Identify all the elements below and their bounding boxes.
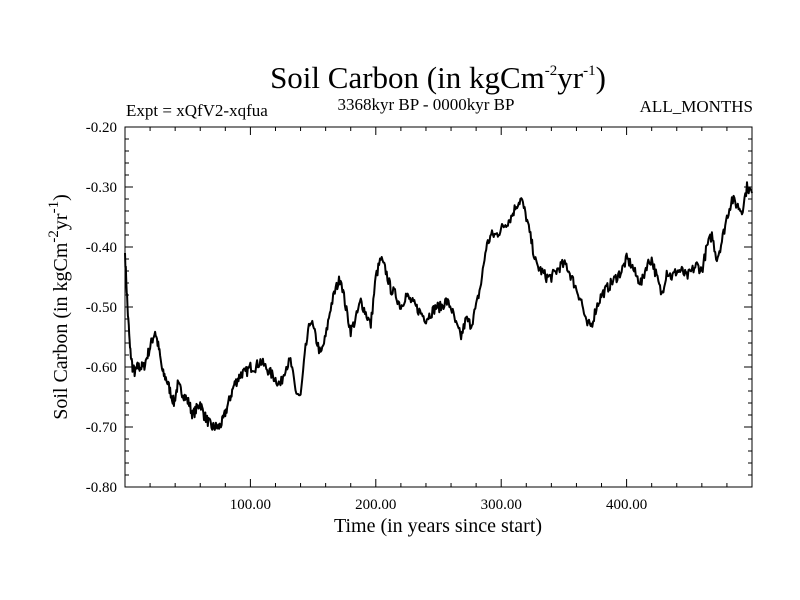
- y-tick-label: -0.70: [86, 420, 117, 436]
- time-range-label: 3368kyr BP - 0000kyr BP: [338, 95, 515, 114]
- y-tick-label: -0.30: [86, 180, 117, 196]
- y-tick-label: -0.20: [86, 120, 117, 136]
- y-tick-label: -0.50: [86, 300, 117, 316]
- series-line-soil-carbon: [124, 181, 753, 431]
- chart-title: Soil Carbon (in kgCm-2yr-1): [270, 60, 606, 95]
- x-axis: 100.00 200.00 300.00 400.00: [124, 127, 753, 513]
- months-label: ALL_MONTHS: [640, 97, 753, 116]
- y-tick-label: -0.80: [86, 480, 117, 496]
- x-tick-label: 300.00: [481, 497, 522, 513]
- x-tick-label: 100.00: [230, 497, 271, 513]
- x-tick-label: 400.00: [606, 497, 647, 513]
- y-axis-label: Soil Carbon (in kgCm-2yr-1): [46, 194, 72, 420]
- y-tick-label: -0.40: [86, 240, 117, 256]
- x-tick-label: 200.00: [355, 497, 396, 513]
- experiment-label: Expt = xQfV2-xqfua: [126, 101, 268, 120]
- x-axis-label: Time (in years since start): [334, 515, 542, 537]
- y-axis: -0.20 -0.30 -0.40 -0.50 -0.60 -0.70 -0.80: [86, 120, 752, 496]
- y-tick-label: -0.60: [86, 360, 117, 376]
